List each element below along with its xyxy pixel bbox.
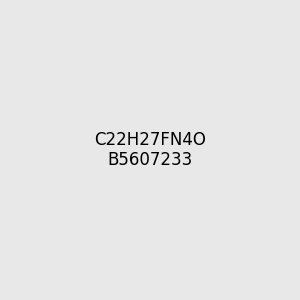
Text: C22H27FN4O
B5607233: C22H27FN4O B5607233 bbox=[94, 130, 206, 170]
